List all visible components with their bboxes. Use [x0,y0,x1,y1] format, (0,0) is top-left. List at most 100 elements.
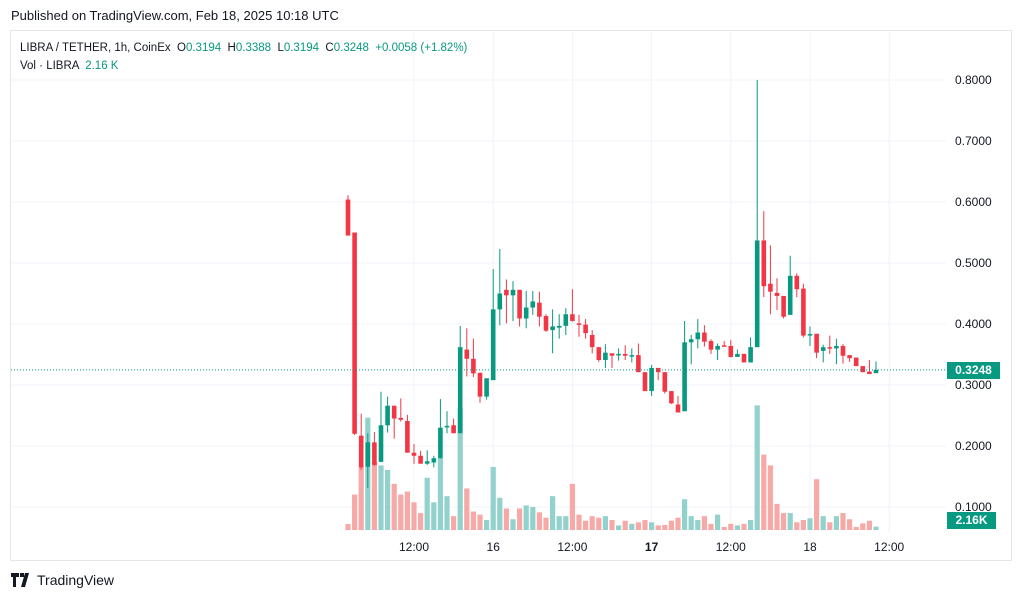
candle [603,344,608,368]
candle [721,341,727,347]
volume-bar [556,516,562,530]
candle [820,344,826,363]
candle-body [523,307,529,319]
volume-bar [352,494,358,530]
candle-body [589,334,595,348]
volume-bar [431,502,437,530]
candle [840,344,846,364]
candle-body [576,323,582,325]
candle [754,80,760,348]
change-value: +0.0058 (+1.82%) [375,42,468,54]
volume-bar [847,519,853,530]
candle-body [418,455,423,464]
candle [741,353,747,363]
candle [781,295,786,319]
volume-bar [490,466,496,530]
candle [484,378,489,400]
volume-bar [814,479,820,530]
candle-body [847,355,852,359]
candle-body [378,425,384,462]
time-tick-label: 18 [803,540,817,554]
candle [655,367,661,381]
volume-bar [398,494,404,530]
volume-bar [576,514,582,530]
candle [867,359,872,375]
volume-bar [517,508,523,530]
candle-body [609,353,615,356]
candle [768,245,773,315]
candle [642,372,648,392]
volume-bar [675,517,681,530]
candle [431,455,437,468]
volume-bar [688,516,694,530]
candle-body [702,332,707,342]
tradingview-logo[interactable]: TradingView [11,572,114,588]
candle [609,353,615,368]
candle [424,450,430,465]
candle [682,320,687,412]
open-value: 0.3194 [185,42,222,54]
candle-body [662,372,668,392]
volume-bar [477,514,483,530]
candle-body [530,301,536,308]
volume-bar [774,503,780,530]
candle-body [814,333,819,353]
low-value: 0.3194 [283,42,320,54]
volume-bar [715,514,721,530]
candle-body [629,355,635,357]
candle-body [510,289,516,296]
volume-bar [523,505,529,530]
volume-bar [609,520,615,530]
candle [477,372,483,403]
candle [807,326,813,346]
candle [497,248,503,326]
price-tick-label: 0.6000 [955,195,992,209]
symbol-label[interactable]: LIBRA / TETHER, 1h, CoinEx [20,42,171,54]
candle [662,372,668,394]
volume-bar [536,512,542,530]
candle-body [741,353,747,363]
candle-body [807,334,813,336]
published-caption: Published on TradingView.com, Feb 18, 20… [11,8,339,23]
volume-bar [404,491,410,530]
candle [735,349,740,357]
price-tick-label: 0.1000 [955,500,992,514]
candle-body [721,345,727,347]
volume-bar [503,508,509,530]
volume-bar [820,516,826,530]
volume-bar [418,513,424,530]
volume-bar [583,520,589,530]
volume-bar [708,523,714,530]
candle [405,414,410,453]
volume-bar [391,483,397,530]
candle-body [517,289,522,319]
volume-bar [635,522,641,530]
volume-bar [550,496,556,530]
chart-frame[interactable] [10,30,1012,561]
time-tick-label: 12:00 [716,540,746,554]
volume-bar [800,520,806,530]
candle-body [563,314,569,326]
candle [530,291,536,315]
candle [418,450,423,464]
candle [636,343,641,373]
candle-body [781,295,786,317]
volume-bar [510,519,516,530]
candle-body [867,371,872,375]
candle [537,291,542,327]
candle-body [708,341,714,350]
time-tick-label: 16 [487,540,501,554]
candle [391,405,397,439]
price-tick-label: 0.8000 [955,73,992,87]
volume-label[interactable]: Vol · LIBRA [20,60,79,72]
volume-bar [385,470,391,530]
price-tick-label: 0.5000 [955,256,992,270]
volume-bar [748,520,754,530]
candle [464,328,470,377]
volume-bar [451,516,457,530]
candle-body [405,420,410,453]
price-tick-label: 0.7000 [955,134,992,148]
candle [451,418,456,434]
high-label: H [227,42,236,54]
